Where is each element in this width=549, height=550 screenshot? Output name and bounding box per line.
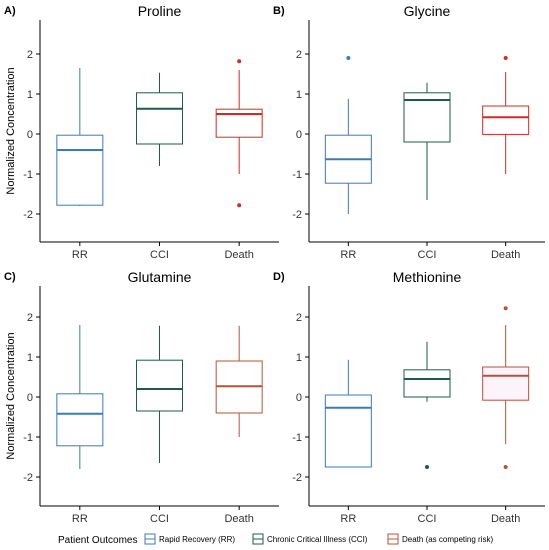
panel-methionine: D) Methionine -2 -1 0 1 2 RR CCI Death	[273, 269, 545, 525]
x-tick-label: RR	[72, 249, 88, 261]
box-death	[482, 306, 530, 469]
legend-label: Chronic Critical Illness (CCI)	[267, 535, 368, 544]
x-tick-label: Death	[491, 513, 520, 525]
x-tick-label: CCI	[150, 513, 169, 525]
y-tick-label: 1	[27, 352, 33, 364]
x-tick-label: CCI	[150, 249, 169, 261]
panel-proline: A) Proline -2 -1 0 1 2 Normalized Concentration…	[4, 3, 279, 261]
panel-title: Proline	[138, 3, 182, 19]
x-tick-label: RR	[72, 513, 88, 525]
panel-label: A)	[4, 5, 16, 17]
panel-title: Glutamine	[128, 269, 192, 285]
iqr-box	[482, 366, 530, 401]
iqr-box	[482, 105, 530, 135]
iqr-box	[324, 394, 372, 468]
y-tick-label: -1	[23, 432, 33, 444]
box-rr	[56, 325, 104, 469]
legend-item: Chronic Critical Illness (CCI)	[252, 533, 368, 545]
panel-glutamine: C) Glutamine -2 -1 0 1 2 Normalized Concentrati…	[4, 269, 279, 525]
y-tick-label: 1	[296, 89, 302, 101]
y-tick-label: -2	[292, 472, 302, 484]
iqr-box	[56, 134, 104, 206]
x-tick-label: RR	[340, 513, 356, 525]
panel-title: Methionine	[393, 269, 462, 285]
box-death	[482, 56, 530, 174]
y-tick-label: 0	[296, 392, 302, 404]
legend-label: Death (as competing risk)	[402, 535, 493, 544]
y-tick-label: -1	[292, 169, 302, 181]
outlier-point	[237, 59, 242, 64]
legend-title: Patient Outcomes	[58, 535, 137, 546]
y-axis-label: Normalized Concentration	[5, 67, 17, 194]
outlier-point	[503, 56, 508, 60]
outlier-point	[237, 203, 242, 208]
panel-title: Glycine	[404, 3, 451, 19]
y-tick-label: 1	[296, 352, 302, 364]
panel-label: C)	[4, 271, 16, 283]
y-tick-label: -2	[292, 209, 302, 221]
y-tick-label: -1	[23, 169, 33, 181]
box-rr	[56, 68, 104, 206]
outlier-point	[346, 56, 351, 60]
outlier-point	[503, 465, 508, 469]
x-tick-label: Death	[491, 249, 520, 261]
outlier-point	[503, 306, 508, 311]
y-tick-label: 0	[27, 392, 33, 404]
box-rr	[324, 56, 372, 214]
x-tick-label: CCI	[418, 513, 437, 525]
y-tick-label: 2	[296, 312, 302, 324]
box-cci	[403, 341, 451, 469]
panel-label: D)	[273, 271, 285, 283]
box-cci	[136, 72, 183, 166]
y-tick-label: 2	[296, 49, 302, 61]
y-tick-label: -1	[292, 432, 302, 444]
y-tick-label: 2	[27, 312, 33, 324]
box-death	[215, 59, 263, 208]
panel-glycine: B) Glycine -2 -1 0 1 2 RR CCI Death	[273, 3, 545, 261]
x-tick-label: Death	[224, 249, 253, 261]
x-tick-label: CCI	[418, 249, 437, 261]
panel-label: B)	[273, 5, 285, 17]
iqr-box	[136, 92, 183, 145]
legend-item: Rapid Recovery (RR)	[144, 533, 235, 545]
legend-item: Death (as competing risk)	[387, 533, 493, 545]
y-tick-label: 0	[296, 129, 302, 141]
y-tick-label: 2	[27, 49, 33, 61]
box-rr	[324, 359, 372, 468]
y-tick-label: -2	[23, 472, 33, 484]
y-tick-label: -2	[23, 209, 33, 221]
iqr-box	[403, 369, 451, 398]
box-death	[215, 325, 263, 437]
y-tick-label: 1	[27, 89, 33, 101]
legend: Patient Outcomes Rapid Recovery (RR) Chron…	[58, 533, 493, 546]
box-cci	[136, 325, 183, 463]
iqr-box	[136, 359, 183, 412]
x-tick-label: Death	[224, 513, 253, 525]
legend-label: Rapid Recovery (RR)	[159, 535, 235, 544]
y-axis-label: Normalized Concentration	[5, 332, 17, 459]
box-cci	[403, 82, 451, 200]
outlier-point	[425, 465, 429, 469]
x-tick-label: RR	[340, 249, 356, 261]
iqr-box	[56, 393, 104, 447]
y-tick-label: 0	[27, 129, 33, 141]
